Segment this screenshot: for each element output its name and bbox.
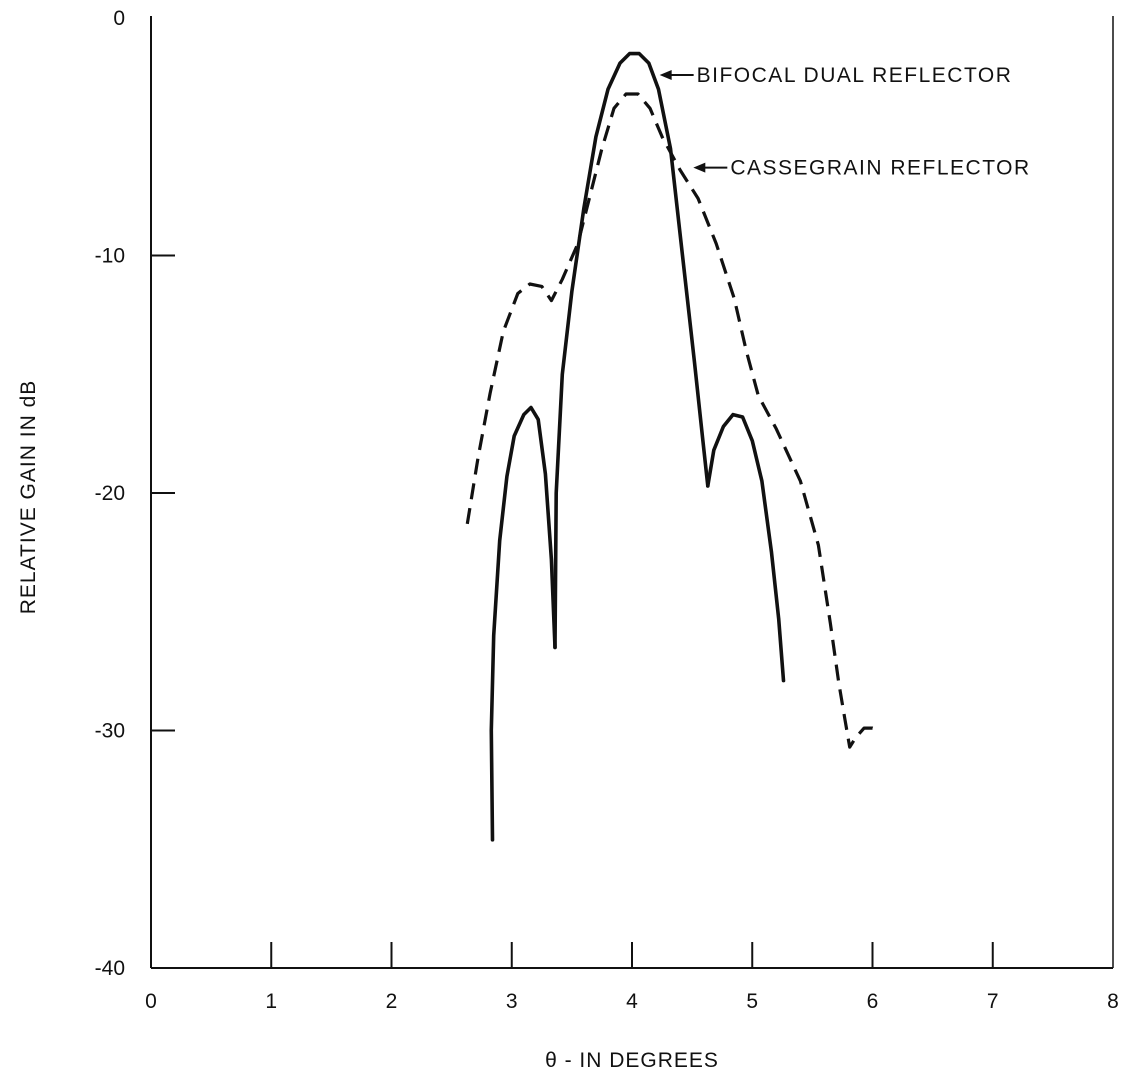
series-cassegrain-line [465,92,881,749]
annotation-label: BIFOCAL DUAL REFLECTOR [697,64,1013,87]
x-tick-label: 0 [145,990,157,1013]
series-bifocal-line [706,412,786,683]
annotation-label: CASSEGRAIN REFLECTOR [730,157,1030,180]
annotations: BIFOCAL DUAL REFLECTOR CASSEGRAIN REFLECT… [659,64,1030,180]
x-axis-title: θ - IN DEGREES [545,1049,719,1072]
y-tick-label: -10 [95,245,125,268]
y-axis-title: RELATIVE GAIN IN dB [17,380,40,615]
x-tick-label: 4 [626,990,638,1013]
x-tick-label: 3 [506,990,518,1013]
x-tick-label: 6 [867,990,879,1013]
annotation-cassegrain: CASSEGRAIN REFLECTOR [693,157,1030,180]
annotation-bifocal: BIFOCAL DUAL REFLECTOR [659,64,1013,87]
x-tick-label: 1 [265,990,277,1013]
x-tick-label: 2 [386,990,398,1013]
series-bifocal [489,51,786,842]
x-tick-label: 8 [1107,990,1119,1013]
series-bifocal-line [489,405,557,842]
axis-ticks: 0 1 2 3 4 5 6 7 8 0 -10 -20 -30 -40 [95,7,1119,1013]
series-layer [465,51,881,842]
y-tick-label: -20 [95,482,125,505]
series-bifocal-line [553,51,710,650]
x-tick-label: 7 [987,990,999,1013]
y-tick-label: -30 [95,720,125,743]
annotation-arrowhead [659,70,672,80]
x-tick-label: 5 [746,990,758,1013]
annotation-arrowhead [693,162,706,173]
series-cassegrain [465,92,881,749]
y-tick-label: -40 [95,957,125,980]
y-tick-label: 0 [113,7,125,30]
